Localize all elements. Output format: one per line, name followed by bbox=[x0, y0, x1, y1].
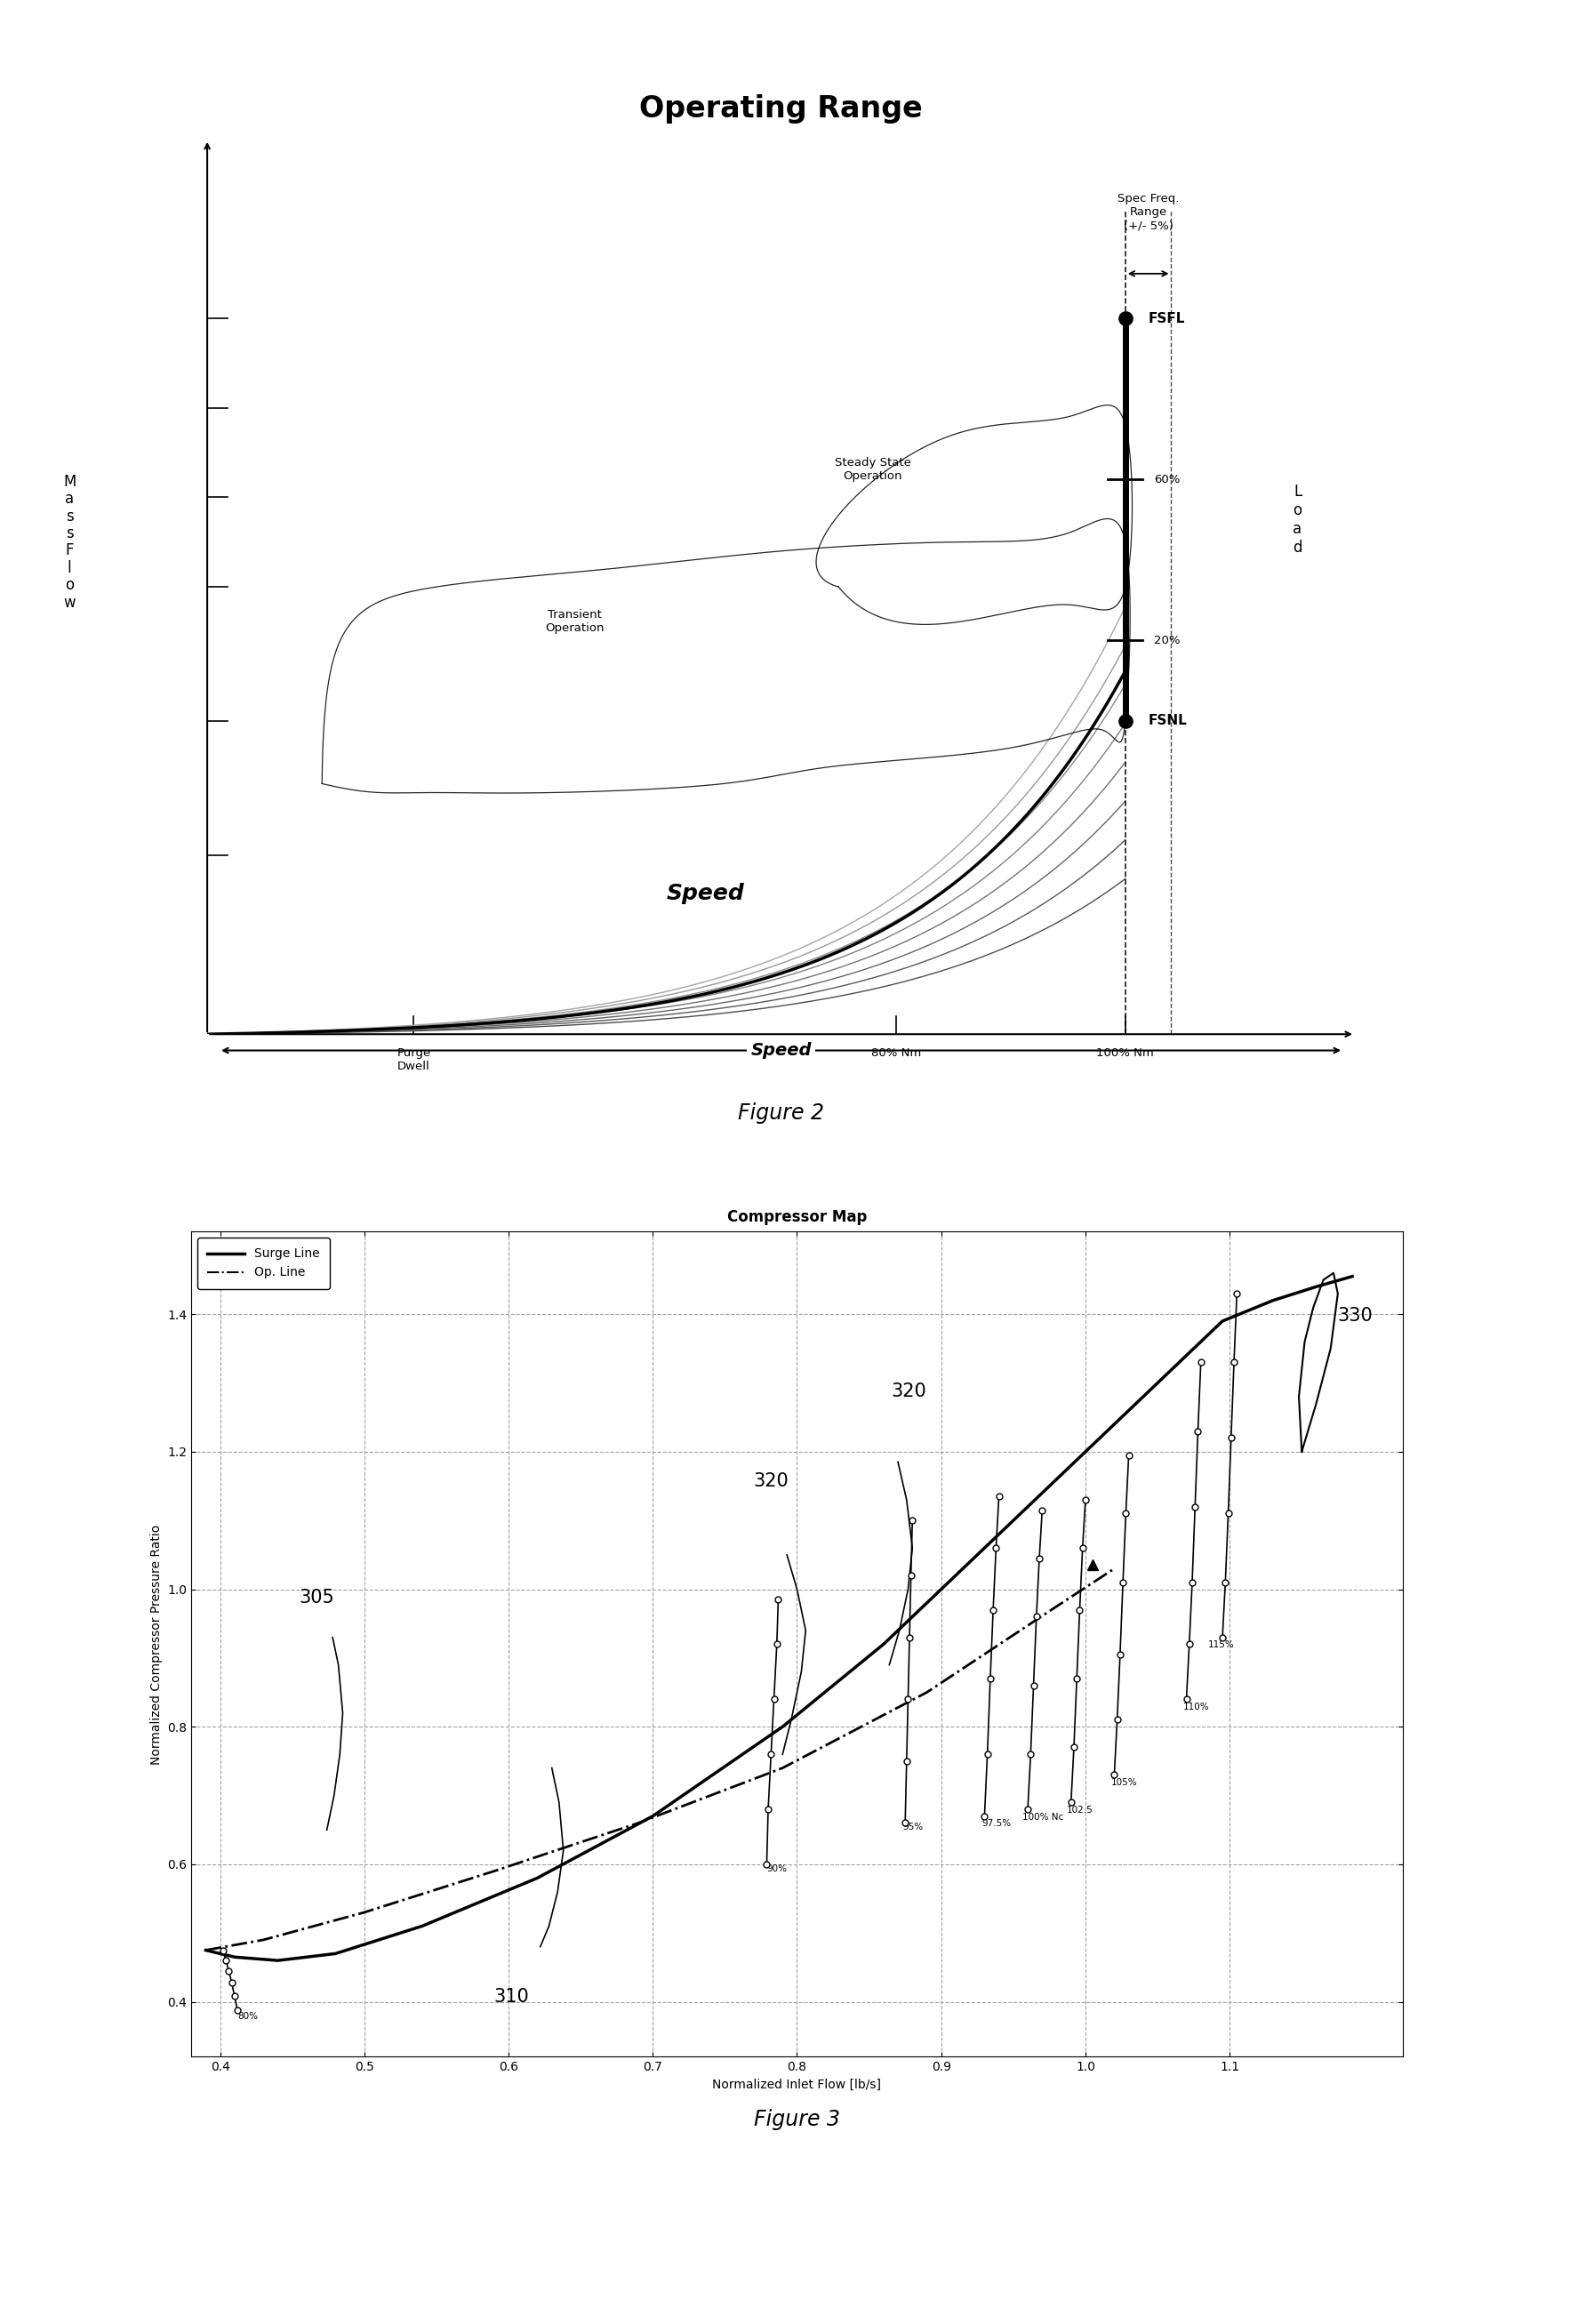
Op. Line bbox=[628, 1808, 647, 1836]
Text: 110%: 110% bbox=[1183, 1703, 1210, 1710]
Op. Line bbox=[1105, 1555, 1124, 1583]
Op. Line bbox=[485, 1857, 504, 1885]
Surge Line bbox=[1342, 1262, 1361, 1290]
Text: Figure 3: Figure 3 bbox=[754, 2108, 840, 2131]
Text: 95%: 95% bbox=[902, 1822, 923, 1831]
Text: 20%: 20% bbox=[1154, 634, 1180, 646]
Surge Line bbox=[874, 1631, 893, 1659]
Surge Line bbox=[1213, 1306, 1232, 1334]
Y-axis label: Normalized Compressor Pressure Ratio: Normalized Compressor Pressure Ratio bbox=[150, 1525, 163, 1764]
Text: Speed: Speed bbox=[751, 1041, 811, 1060]
Surge Line bbox=[1033, 1478, 1052, 1506]
Surge Line bbox=[1105, 1411, 1124, 1439]
Text: 105%: 105% bbox=[1111, 1778, 1138, 1787]
Legend: Surge Line, Op. Line: Surge Line, Op. Line bbox=[198, 1239, 330, 1290]
Surge Line bbox=[325, 1941, 344, 1968]
Text: 102.5: 102.5 bbox=[1066, 1806, 1093, 1815]
Text: 115%: 115% bbox=[1208, 1641, 1234, 1650]
Text: 80%: 80% bbox=[238, 2013, 258, 2020]
Surge Line bbox=[644, 1801, 663, 1829]
Text: 97.5%: 97.5% bbox=[982, 1820, 1011, 1829]
Text: M
a
s
s
F
l
o
w: M a s s F l o w bbox=[64, 474, 77, 611]
Text: 320: 320 bbox=[891, 1383, 926, 1401]
Line: Surge Line: Surge Line bbox=[206, 1276, 1352, 1961]
Surge Line bbox=[413, 1913, 432, 1941]
Text: 330: 330 bbox=[1337, 1306, 1372, 1325]
Text: 310: 310 bbox=[494, 1987, 529, 2006]
Surge Line bbox=[528, 1864, 547, 1892]
Surge Line bbox=[1264, 1287, 1283, 1315]
Surge Line bbox=[225, 1943, 244, 1971]
Text: Steady State
Operation: Steady State Operation bbox=[835, 458, 912, 481]
Text: 320: 320 bbox=[754, 1471, 789, 1490]
Text: 100% Nm: 100% Nm bbox=[1097, 1048, 1154, 1060]
Text: 60%: 60% bbox=[1154, 474, 1180, 486]
Op. Line bbox=[917, 1678, 936, 1706]
Op. Line bbox=[1047, 1592, 1066, 1620]
Surge Line bbox=[1170, 1348, 1189, 1376]
Op. Line bbox=[773, 1755, 792, 1783]
Text: FSNL: FSNL bbox=[1148, 713, 1188, 727]
Text: Figure 2: Figure 2 bbox=[738, 1102, 824, 1125]
Line: Op. Line: Op. Line bbox=[206, 1569, 1114, 1950]
Text: 100% Nc: 100% Nc bbox=[1022, 1813, 1063, 1822]
Text: 305: 305 bbox=[300, 1590, 335, 1606]
Title: Compressor Map: Compressor Map bbox=[727, 1208, 867, 1225]
Surge Line bbox=[1307, 1274, 1326, 1301]
Text: Purge
Dwell: Purge Dwell bbox=[397, 1048, 430, 1071]
Surge Line bbox=[268, 1948, 287, 1975]
Text: FSFL: FSFL bbox=[1148, 311, 1184, 325]
Surge Line bbox=[961, 1548, 980, 1576]
Surge Line bbox=[773, 1713, 792, 1741]
Op. Line bbox=[196, 1936, 215, 1964]
Op. Line bbox=[355, 1899, 375, 1927]
Title: Operating Range: Operating Range bbox=[639, 93, 923, 123]
Text: L
o
a
d: L o a d bbox=[1293, 483, 1302, 555]
Op. Line bbox=[253, 1927, 273, 1954]
Surge Line bbox=[196, 1936, 215, 1964]
Text: Spec Freq.
Range
(+/- 5%): Spec Freq. Range (+/- 5%) bbox=[1117, 193, 1180, 232]
Text: Speed: Speed bbox=[666, 883, 744, 904]
Text: 90%: 90% bbox=[767, 1864, 787, 1873]
Text: Transient
Operation: Transient Operation bbox=[545, 609, 604, 634]
X-axis label: Normalized Inlet Flow [lb/s]: Normalized Inlet Flow [lb/s] bbox=[713, 2078, 881, 2092]
Text: 80% Nm: 80% Nm bbox=[870, 1048, 921, 1060]
